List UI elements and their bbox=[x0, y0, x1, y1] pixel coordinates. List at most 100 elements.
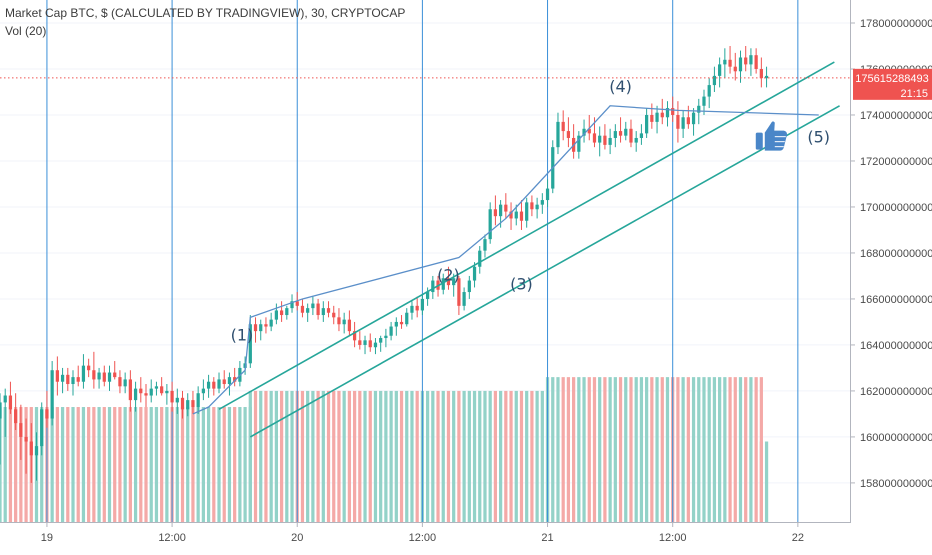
lower-channel-line[interactable] bbox=[249, 105, 840, 438]
volume-bar bbox=[452, 390, 456, 522]
candle-body bbox=[76, 377, 80, 382]
volume-bar bbox=[394, 390, 398, 522]
candle-body bbox=[425, 292, 430, 299]
volume-bar bbox=[733, 377, 737, 522]
candle-body bbox=[149, 388, 153, 396]
volume-bar bbox=[519, 390, 524, 522]
volume-bar bbox=[149, 407, 153, 522]
candle-body bbox=[613, 131, 617, 138]
candle-body bbox=[472, 266, 477, 281]
volume-bar bbox=[686, 377, 690, 522]
y-tick-label: 162000000000 bbox=[860, 386, 932, 398]
volume-bar bbox=[441, 390, 445, 522]
volume-bar bbox=[488, 390, 492, 522]
candle-body bbox=[206, 381, 211, 389]
candle-body bbox=[264, 324, 268, 327]
candle-body bbox=[650, 114, 654, 122]
volume-bar bbox=[525, 390, 529, 522]
candle-body bbox=[681, 117, 685, 129]
candle-body bbox=[227, 377, 232, 385]
candle-body bbox=[592, 133, 597, 143]
candle-body bbox=[577, 135, 581, 152]
volume-bar bbox=[655, 377, 659, 522]
volume-bar bbox=[233, 407, 237, 522]
candle-body bbox=[723, 59, 727, 65]
volume-bar bbox=[483, 390, 487, 522]
x-tick-label: 20 bbox=[291, 532, 303, 544]
candle-body bbox=[274, 310, 278, 320]
volume-indicator-label[interactable]: Vol (20) bbox=[5, 24, 47, 38]
volume-bar bbox=[128, 407, 132, 522]
volume-bar bbox=[540, 390, 544, 522]
volume-bar bbox=[243, 407, 247, 522]
candle-body bbox=[618, 131, 623, 136]
volume-bar bbox=[274, 390, 278, 522]
candle-body bbox=[50, 370, 54, 419]
candle-body bbox=[71, 377, 75, 385]
candle-body bbox=[201, 388, 205, 394]
volume-bar bbox=[624, 377, 628, 522]
candle-body bbox=[139, 388, 143, 394]
volume-bar bbox=[744, 377, 748, 522]
volume-bar bbox=[14, 407, 18, 522]
candle-body bbox=[488, 209, 492, 240]
volume-bar bbox=[723, 377, 727, 522]
volume-bar bbox=[107, 407, 112, 522]
volume-bar bbox=[415, 390, 419, 522]
candle-body bbox=[107, 372, 112, 382]
volume-bar bbox=[577, 377, 581, 522]
candle-body bbox=[326, 308, 331, 313]
volume-bar bbox=[613, 377, 617, 522]
candle-body bbox=[394, 321, 398, 327]
y-tick-label: 174000000000 bbox=[860, 110, 932, 122]
volume-bar bbox=[113, 407, 117, 522]
candle-body bbox=[467, 280, 471, 293]
candle-body bbox=[102, 372, 106, 382]
symbol-title[interactable]: Market Cap BTC, $ (CALCULATED BY TRADING… bbox=[5, 6, 406, 20]
candle-body bbox=[144, 393, 148, 396]
upper-channel-line[interactable] bbox=[218, 61, 835, 411]
x-tick-label: 19 bbox=[41, 532, 53, 544]
volume-bar bbox=[165, 407, 169, 522]
volume-bar bbox=[347, 390, 352, 522]
candle-body bbox=[483, 239, 487, 251]
volume-bar bbox=[133, 407, 138, 522]
candle-body bbox=[634, 137, 638, 143]
volume-bar bbox=[639, 377, 644, 522]
candle-body bbox=[379, 338, 383, 343]
volume-bar bbox=[201, 407, 205, 522]
volume-bar bbox=[457, 390, 461, 522]
volume-bar bbox=[498, 390, 503, 522]
candle-body bbox=[624, 128, 628, 136]
volume-bar bbox=[279, 390, 284, 522]
volume-bar bbox=[316, 390, 320, 522]
candle-body bbox=[175, 397, 179, 403]
volume-bar bbox=[410, 390, 414, 522]
trend-lines[interactable] bbox=[218, 61, 840, 438]
candle-body bbox=[290, 301, 294, 309]
volume-bar bbox=[50, 407, 54, 522]
volume-bar bbox=[759, 441, 763, 522]
wave-path[interactable] bbox=[192, 105, 819, 415]
candle-body bbox=[306, 308, 310, 313]
volume-bar bbox=[180, 407, 185, 522]
x-tick-label: 12:00 bbox=[659, 532, 687, 544]
volume-bar bbox=[676, 377, 680, 522]
candle-body bbox=[415, 305, 419, 311]
candle-body bbox=[45, 409, 49, 419]
volume-bar bbox=[681, 377, 685, 522]
candle-body bbox=[629, 128, 633, 143]
y-tick-label: 166000000000 bbox=[860, 294, 932, 306]
wave-label: (1) bbox=[231, 325, 254, 344]
candle-body bbox=[754, 55, 758, 69]
x-axis-ticks: 19 12:00 20 12:00 21 12:00 22 bbox=[41, 522, 804, 544]
volume-bar bbox=[290, 390, 294, 522]
candle-body bbox=[759, 68, 763, 79]
volume-bar bbox=[76, 407, 80, 522]
wave-polyline[interactable] bbox=[192, 105, 819, 415]
volume-bar bbox=[618, 377, 623, 522]
volume-bar bbox=[493, 390, 498, 522]
volume-bar bbox=[87, 407, 91, 522]
